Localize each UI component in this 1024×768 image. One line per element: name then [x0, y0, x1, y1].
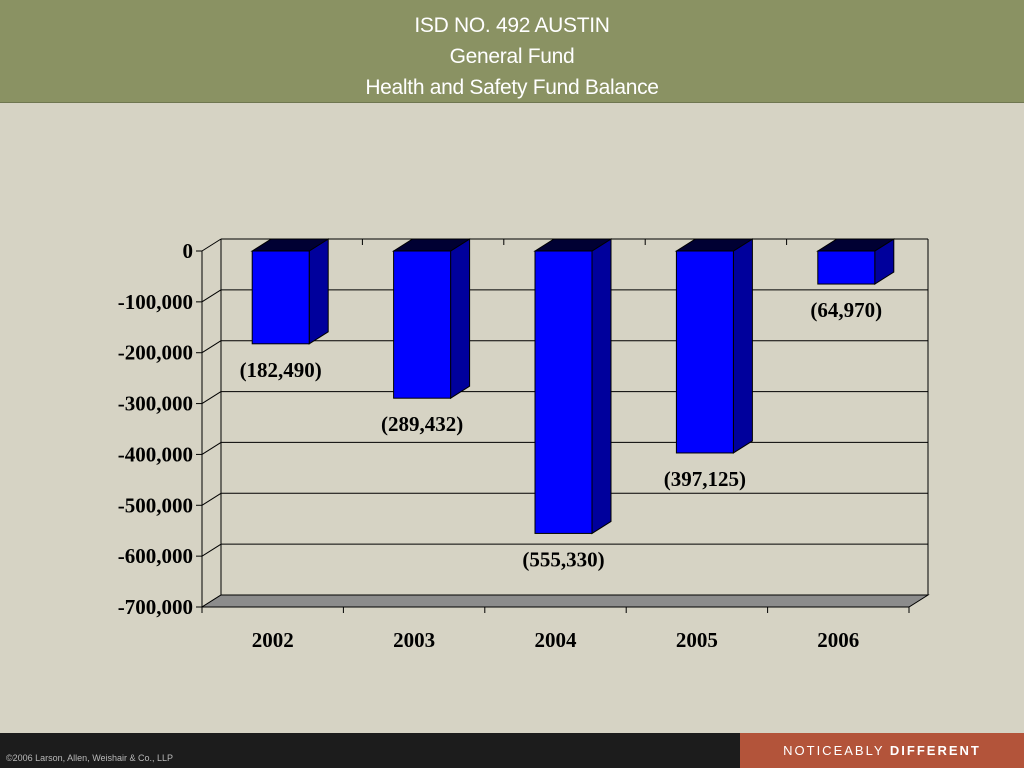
- x-tick-label: 2002: [252, 628, 294, 652]
- bar-top: [533, 238, 613, 252]
- data-label: (289,432): [381, 412, 463, 436]
- y-tick-label: -500,000: [118, 493, 193, 517]
- gridline-side: [201, 442, 222, 455]
- bar: [534, 250, 593, 534]
- data-label: (182,490): [240, 358, 322, 382]
- bar: [675, 250, 734, 454]
- slide-title-line-3: Health and Safety Fund Balance: [365, 76, 659, 99]
- y-tick-label: -200,000: [118, 341, 193, 365]
- bar-side: [450, 238, 471, 400]
- x-tick-label: 2005: [676, 628, 718, 652]
- y-tick-label: -600,000: [118, 544, 193, 568]
- bar-side: [591, 238, 612, 535]
- tagline-banner: NOTICEABLY DIFFERENT: [740, 733, 1024, 768]
- tagline: NOTICEABLY DIFFERENT: [783, 743, 981, 758]
- data-label: (555,330): [522, 547, 604, 571]
- gridline-side: [201, 391, 222, 404]
- bar: [393, 250, 452, 399]
- slide-header: ISD NO. 492 AUSTIN General Fund Health a…: [0, 0, 1024, 103]
- bar-top: [391, 238, 472, 252]
- bar-side: [308, 238, 329, 345]
- gridline-side: [201, 543, 222, 557]
- chart-area: 0 -100,000 -200,000 -300,000 -400,000 -500,00…: [0, 103, 1024, 733]
- bar: [817, 250, 876, 285]
- bar-top: [816, 238, 896, 252]
- gridline-side: [201, 340, 222, 354]
- data-label: (397,125): [664, 467, 746, 491]
- y-tick-label: -300,000: [118, 392, 193, 416]
- slide-title-line-2: General Fund: [449, 45, 575, 68]
- gridline-side: [201, 238, 222, 252]
- bar: [251, 250, 310, 345]
- data-label: (64,970): [810, 298, 882, 322]
- y-tick-label: -400,000: [118, 442, 193, 466]
- bar-top: [674, 238, 755, 252]
- chart-floor: [200, 594, 930, 608]
- tagline-light: NOTICEABLY: [783, 743, 885, 758]
- gridline-side: [201, 492, 222, 506]
- x-tick-label: 2006: [817, 628, 859, 652]
- y-tick-label: -700,000: [118, 595, 193, 619]
- x-tick-label: 2003: [393, 628, 435, 652]
- bar-chart: 0 -100,000 -200,000 -300,000 -400,000 -500,00…: [118, 238, 930, 652]
- y-tick-label: 0: [183, 239, 194, 263]
- bar-top: [250, 238, 330, 252]
- x-tick-label: 2004: [535, 628, 578, 652]
- footer-bar: ©2006 Larson, Allen, Weishair & Co., LLP…: [0, 733, 1024, 768]
- bar-side: [732, 238, 753, 454]
- tagline-bold: DIFFERENT: [889, 743, 981, 758]
- y-tick-label: -100,000: [118, 290, 193, 314]
- gridline-side: [201, 289, 222, 303]
- slide-title-line-1: ISD NO. 492 AUSTIN: [414, 14, 610, 37]
- copyright-notice: ©2006 Larson, Allen, Weishair & Co., LLP: [6, 753, 174, 763]
